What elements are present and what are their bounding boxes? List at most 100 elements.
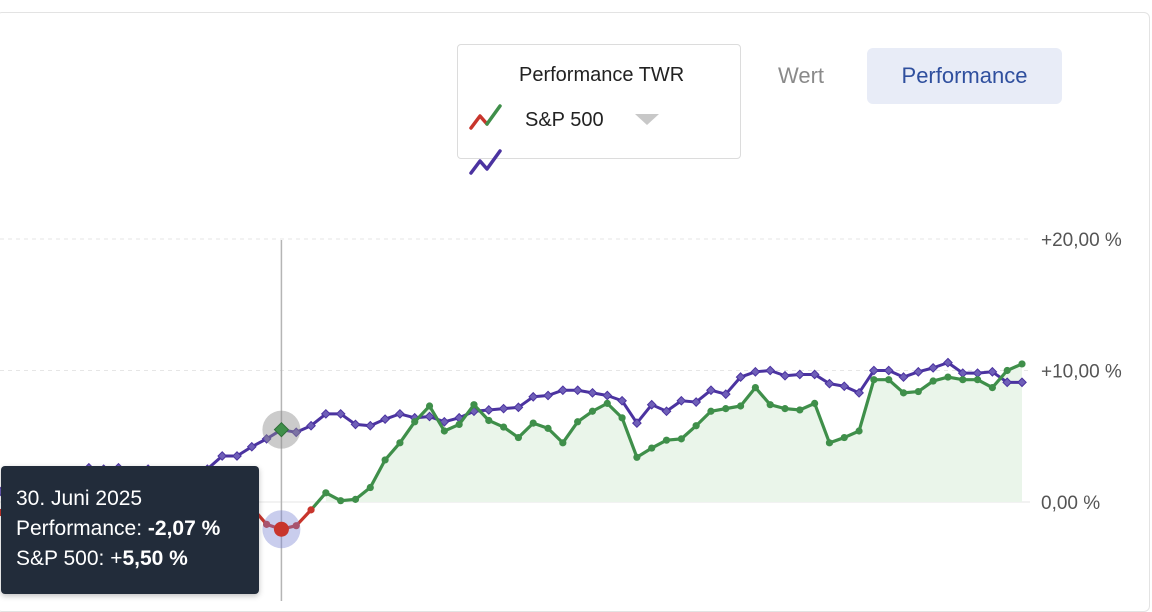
sp500-point [854,387,864,398]
performance-point [840,433,848,442]
tooltip-sp500-row: S&P 500: +5,50 % [16,544,259,574]
sp500-point [928,362,939,373]
performance-point [944,373,952,381]
performance-segment [457,403,476,427]
performance-point [766,401,774,409]
performance-point [870,376,878,384]
sp500-point [380,414,391,425]
performance-point [885,376,893,384]
sp500-point [306,420,316,431]
legend-label-sp500: S&P 500 [525,109,604,131]
tab-wert[interactable]: Wert [777,63,825,88]
performance-point [707,407,715,415]
performance-point [618,414,626,422]
performance-point [751,383,759,392]
sp500-point [631,418,642,429]
sp500-point [587,387,598,398]
area-layer [325,363,1022,502]
sp500-point [543,390,553,401]
performance-point [529,419,537,427]
performance-point [722,405,730,413]
sp500-point [661,406,672,417]
sp500-point [602,390,613,401]
sp500-point [780,370,790,381]
sp500-point [987,366,998,377]
performance-point [499,423,508,431]
y-tick-label: +10,00 % [1041,362,1122,383]
performance-point [633,453,641,461]
performance-segment [738,385,757,408]
sp500-point [898,372,909,382]
sp500-point [483,405,494,415]
sp500-point [557,385,568,396]
performance-point [470,401,478,409]
sp500-point [572,385,583,396]
performance-segment [857,378,876,433]
performance-point [411,418,419,426]
performance-point [485,416,493,425]
y-tick-label: 0,00 % [1041,493,1100,514]
sp500-point [528,391,539,402]
performance-segment [753,385,772,407]
chevron-down-icon[interactable] [635,114,659,125]
sp500-point [765,365,776,376]
performance-point [825,439,834,447]
tooltip-sp500-label: S&P 500: [16,547,105,570]
performance-point [514,433,523,442]
performance-point [307,506,315,514]
performance-point [736,402,745,410]
y-tick-labels: +20,00 % +10,00 % 0,00 % [1041,230,1122,514]
performance-point [366,483,374,492]
performance-segment [813,401,832,445]
sp500-point [750,366,761,377]
tooltip-performance-value: -2,07 % [147,517,221,540]
performance-segment [620,416,639,459]
sp500-point [824,378,835,389]
performance-line-icon [469,104,502,130]
performance-point [648,444,656,452]
performance-segment [413,404,432,424]
performance-point [455,420,463,429]
sp500-point [395,408,405,419]
chart-tooltip: 30. Juni 2025 Performance: -2,07 % S&P 5… [1,466,259,594]
series-legend[interactable]: Performance TWR S&P 500 [457,44,741,175]
sp500-point [617,395,627,406]
sp500-point [1002,377,1013,388]
performance-point [351,495,360,503]
performance-segment [472,403,491,423]
sp500-point [320,408,331,419]
performance-point [396,439,404,447]
sp500-point [1017,377,1027,388]
sp500-point [261,433,272,444]
performance-point [988,383,996,392]
performance-point [425,402,434,410]
sp500-point [365,420,376,431]
performance-point [914,387,922,396]
sp500-hover-marker [273,421,290,438]
performance-area [325,363,1022,502]
performance-point [1003,366,1011,375]
performance-point [662,436,671,444]
performance-segment [427,404,446,433]
performance-point [1018,360,1026,368]
sp500-point [246,441,257,452]
performance-point [781,405,789,413]
performance-segment [383,441,402,462]
performance-point [899,389,908,397]
tab-performance[interactable]: Performance [867,48,1062,104]
sp500-point [691,397,702,407]
performance-point [588,407,597,415]
highlight-layer [262,410,301,549]
performance-segment [398,420,417,445]
performance-point [559,439,567,447]
sp500-point [972,368,983,379]
sp500-point [943,357,953,368]
sp500-point [498,403,509,414]
performance-point [692,422,700,430]
tooltip-sp500-value: 5,50 % [122,547,188,570]
sp500-point [809,369,820,380]
performance-point [544,424,552,432]
performance-segment [990,368,1009,390]
sp500-point [232,451,242,461]
performance-point [796,406,804,414]
